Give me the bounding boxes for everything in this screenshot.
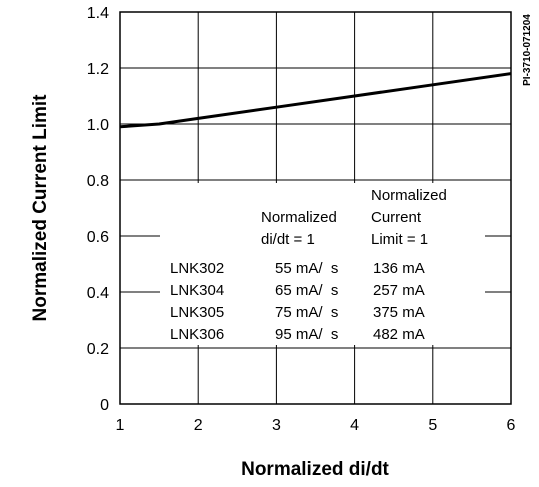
row-limit: 257 mA: [373, 282, 425, 299]
header-limit-line1: Normalized: [371, 187, 447, 204]
row-didt: 95 mA/ s: [275, 326, 338, 343]
x-tick-label: 6: [507, 417, 516, 434]
x-axis-title: Normalized di/dt: [241, 459, 389, 480]
row-part: LNK302: [170, 260, 224, 277]
x-tick-label: 2: [194, 417, 203, 434]
y-tick-label: 1.0: [87, 117, 109, 134]
row-limit: 375 mA: [373, 304, 425, 321]
row-part: LNK306: [170, 326, 224, 343]
x-tick-label: 4: [350, 417, 359, 434]
row-didt: 75 mA/ s: [275, 304, 338, 321]
row-didt: 55 mA/ s: [275, 260, 338, 277]
row-limit: 136 mA: [373, 260, 425, 277]
row-part: LNK304: [170, 282, 224, 299]
y-axis-title: Normalized Current Limit: [30, 94, 51, 322]
figure-id: PI-3710-071204: [522, 14, 533, 86]
y-tick-label: 1.4: [87, 5, 109, 22]
y-tick-label: 0: [100, 397, 109, 414]
header-limit-line3: Limit = 1: [371, 231, 428, 248]
header-limit-line2: Current: [371, 209, 422, 226]
y-tick-label: 0.4: [87, 285, 109, 302]
x-tick-label: 5: [428, 417, 437, 434]
y-tick-label: 1.2: [87, 61, 109, 78]
row-didt: 65 mA/ s: [275, 282, 338, 299]
row-limit: 482 mA: [373, 326, 425, 343]
x-tick-label: 1: [116, 417, 125, 434]
y-tick-label: 0.8: [87, 173, 109, 190]
y-tick-label: 0.2: [87, 341, 109, 358]
series-layer: [120, 74, 511, 127]
header-didt-line2: di/dt = 1: [261, 231, 315, 248]
row-part: LNK305: [170, 304, 224, 321]
series-line: [120, 74, 511, 127]
x-tick-label: 3: [272, 417, 281, 434]
header-didt-line1: Normalized: [261, 209, 337, 226]
y-tick-label: 0.6: [87, 229, 109, 246]
